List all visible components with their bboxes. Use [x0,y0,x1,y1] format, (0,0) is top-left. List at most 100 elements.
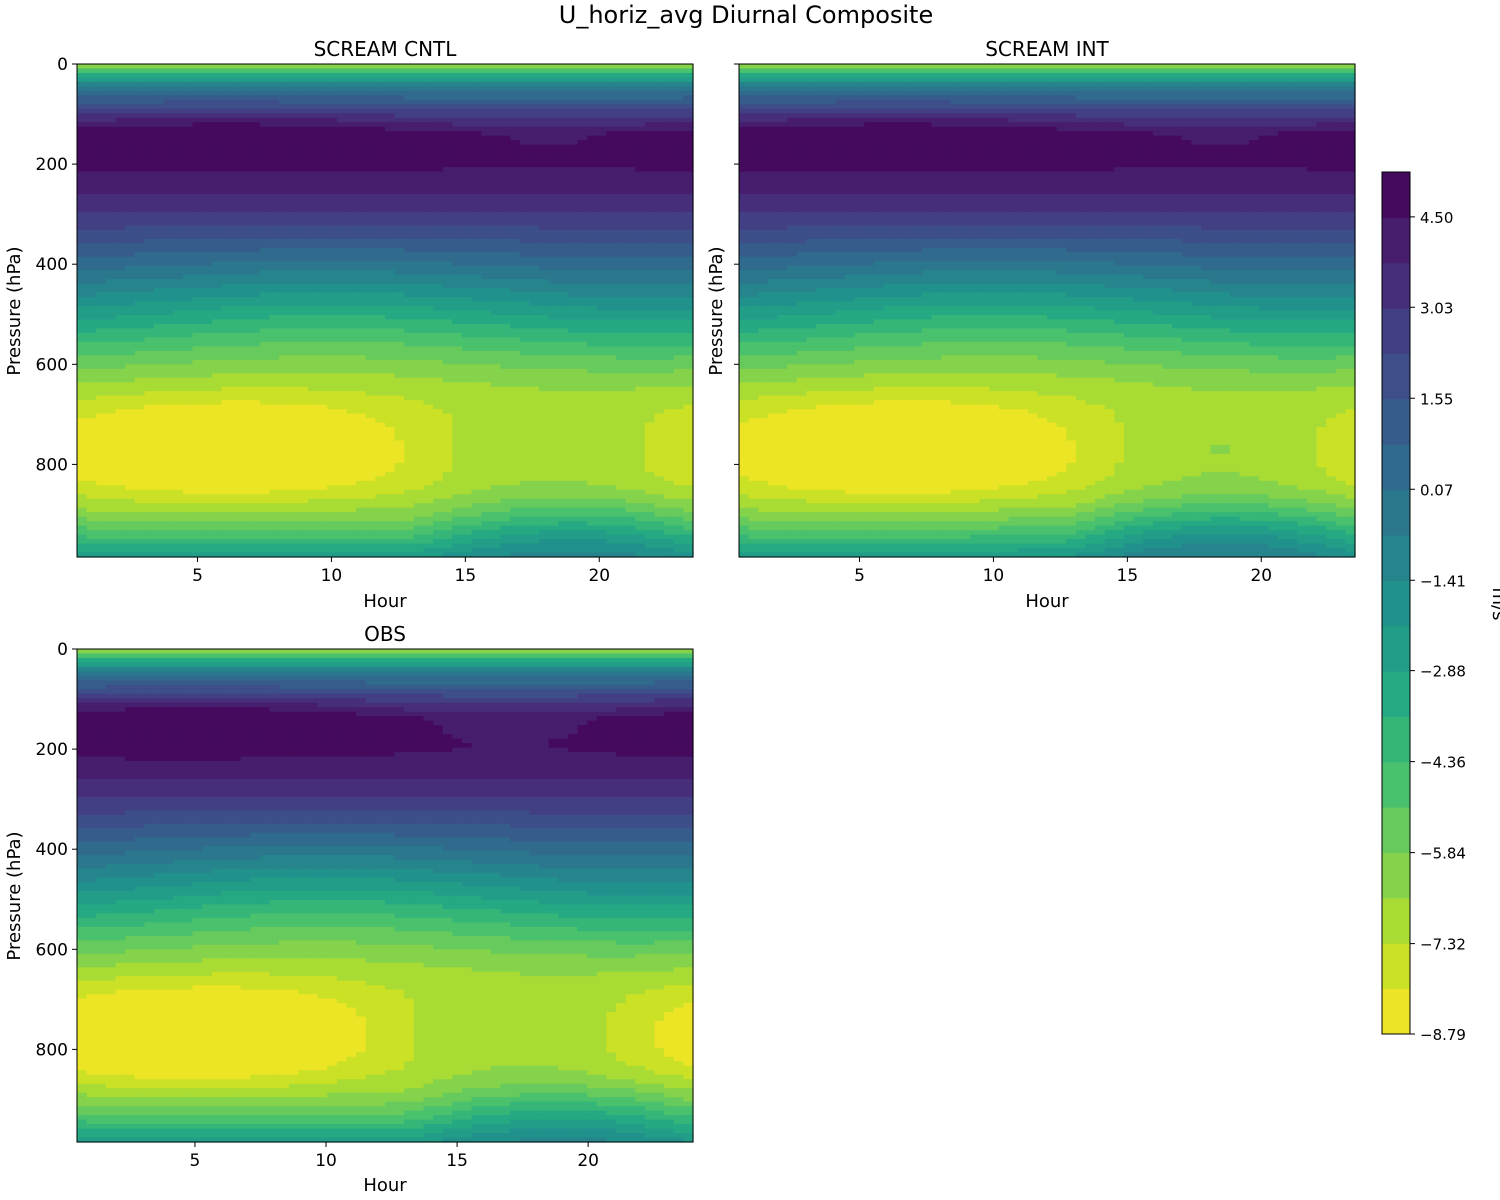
contour-cell [279,247,290,253]
contour-cell [452,202,463,209]
contour-cell [336,113,348,119]
contour-cell [625,395,636,401]
contour-cell [577,158,588,164]
contour-cell [298,346,309,352]
contour-cell [125,81,136,88]
contour-cell [298,104,309,110]
contour-cell [510,337,521,343]
contour-cell [250,323,261,330]
contour-cell [308,198,319,204]
contour-cell [404,158,415,164]
contour-cell [105,301,117,307]
contour-cell [471,95,482,101]
contour-cell [404,162,415,168]
contour-cell [202,297,213,303]
contour-cell [96,229,107,235]
contour-cell [587,261,598,267]
contour-cell [519,144,530,150]
contour-cell [606,117,617,123]
contour-cell [452,144,463,150]
contour-cell [375,332,386,338]
contour-cell [86,176,97,182]
contour-cell [105,274,117,280]
contour-cell [211,189,222,195]
contour-cell [192,310,203,316]
contour-cell [375,368,386,374]
contour-cell [433,176,444,182]
contour-cell [125,261,136,267]
contour-cell [279,359,290,365]
contour-cell [394,279,405,285]
contour-cell [664,247,675,253]
contour-cell [644,386,656,392]
contour-cell [558,171,569,177]
contour-cell [125,400,136,406]
contour-cell [346,341,357,347]
contour-cell [519,234,530,240]
contour-cell [587,189,598,195]
contour-cell [134,301,145,307]
contour-cell [385,122,396,128]
contour-cell [77,77,88,83]
contour-cell [163,122,174,128]
contour-cell [125,391,136,397]
contour-cell [587,162,598,168]
contour-cell [144,261,155,267]
contour-cell [481,283,492,289]
contour-cell [336,202,348,209]
contour-cell [654,368,665,374]
contour-cell [96,207,107,213]
contour-cell [173,77,184,83]
contour-cell [134,225,145,231]
contour-cell [577,247,588,253]
contour-cell [481,117,492,123]
contour-cell [356,368,367,374]
contour-cell [664,270,675,276]
contour-cell [625,117,636,123]
contour-cell [423,185,434,191]
contour-cell [500,274,511,280]
contour-cell [683,265,694,271]
contour-cell [433,301,444,307]
contour-cell [452,265,463,271]
contour-cell [510,193,521,200]
contour-cell [259,382,271,388]
contour-cell [250,77,261,83]
contour-cell [327,314,338,321]
contour-cell [616,328,627,334]
contour-cell [558,265,569,271]
contour-cell [125,185,136,191]
contour-cell [452,306,463,312]
contour-cell [308,158,319,164]
contour-cell [259,359,271,365]
contour-cell [96,64,107,70]
contour-cell [510,373,521,379]
contour-cell [539,95,550,101]
contour-cell [539,373,550,379]
contour-cell [423,301,434,307]
contour-cell [365,113,376,119]
contour-cell [442,99,453,105]
contour-cell [462,202,473,209]
contour-cell [490,220,502,226]
contour-cell [625,86,636,92]
contour-cell [231,234,242,240]
contour-cell [336,377,348,383]
contour-cell [635,193,646,200]
contour-cell [231,126,242,132]
contour-cell [125,108,136,114]
contour-cell [596,310,607,316]
contour-cell [298,400,309,406]
contour-cell [96,346,107,352]
contour-cell [539,310,550,316]
contour-cell [221,149,232,155]
contour-cell [86,140,97,146]
contour-cell [86,328,97,334]
contour-cell [134,328,145,334]
contour-cell [404,68,415,74]
contour-cell [510,158,521,164]
contour-cell [346,95,357,101]
contour-cell [154,238,165,244]
contour-cell [192,216,203,222]
contour-cell [567,382,579,388]
